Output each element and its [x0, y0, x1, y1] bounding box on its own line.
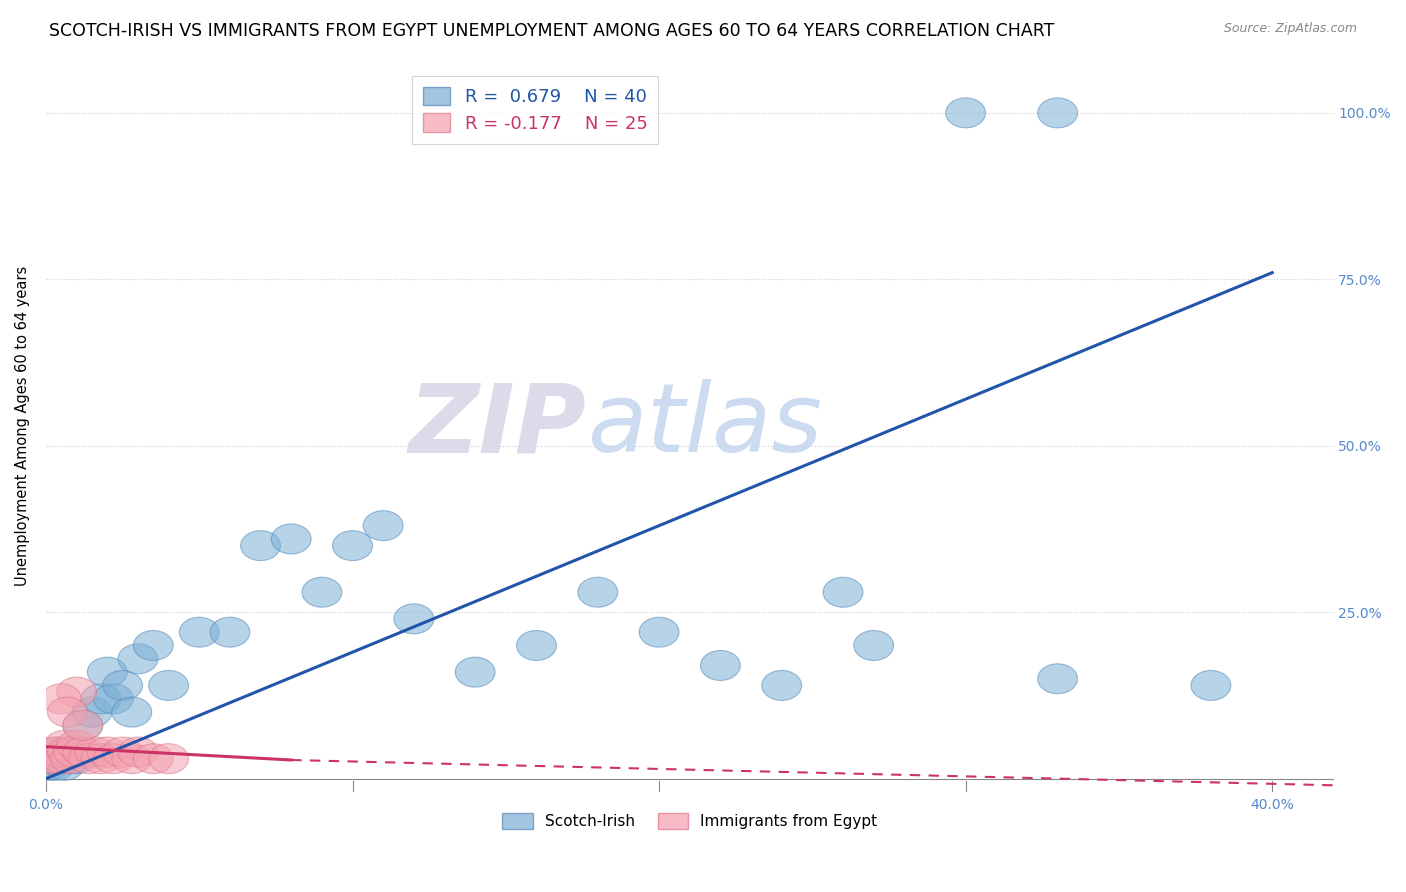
- Ellipse shape: [118, 644, 157, 673]
- Ellipse shape: [516, 631, 557, 660]
- Ellipse shape: [180, 617, 219, 648]
- Text: SCOTCH-IRISH VS IMMIGRANTS FROM EGYPT UNEMPLOYMENT AMONG AGES 60 TO 64 YEARS COR: SCOTCH-IRISH VS IMMIGRANTS FROM EGYPT UN…: [49, 22, 1054, 40]
- Ellipse shape: [87, 737, 127, 767]
- Ellipse shape: [53, 737, 93, 767]
- Ellipse shape: [38, 737, 79, 767]
- Ellipse shape: [75, 737, 115, 767]
- Ellipse shape: [30, 750, 69, 780]
- Ellipse shape: [363, 510, 404, 541]
- Ellipse shape: [41, 744, 82, 773]
- Ellipse shape: [134, 631, 173, 660]
- Ellipse shape: [63, 737, 103, 767]
- Ellipse shape: [333, 531, 373, 560]
- Ellipse shape: [41, 684, 82, 714]
- Ellipse shape: [946, 98, 986, 128]
- Text: atlas: atlas: [586, 379, 821, 472]
- Text: ZIP: ZIP: [409, 379, 586, 472]
- Ellipse shape: [56, 744, 97, 773]
- Legend: Scotch-Irish, Immigrants from Egypt: Scotch-Irish, Immigrants from Egypt: [496, 807, 883, 836]
- Ellipse shape: [456, 657, 495, 687]
- Ellipse shape: [32, 744, 72, 773]
- Ellipse shape: [35, 750, 75, 780]
- Ellipse shape: [82, 744, 121, 773]
- Ellipse shape: [134, 744, 173, 773]
- Ellipse shape: [853, 631, 894, 660]
- Ellipse shape: [1038, 664, 1077, 694]
- Ellipse shape: [51, 744, 90, 773]
- Ellipse shape: [38, 737, 79, 767]
- Ellipse shape: [394, 604, 434, 634]
- Ellipse shape: [53, 737, 93, 767]
- Ellipse shape: [149, 744, 188, 773]
- Ellipse shape: [149, 671, 188, 700]
- Ellipse shape: [103, 671, 142, 700]
- Ellipse shape: [48, 697, 87, 727]
- Ellipse shape: [48, 737, 87, 767]
- Ellipse shape: [63, 710, 103, 740]
- Ellipse shape: [32, 737, 72, 767]
- Ellipse shape: [209, 617, 250, 648]
- Ellipse shape: [1191, 671, 1230, 700]
- Ellipse shape: [41, 744, 82, 773]
- Ellipse shape: [35, 744, 75, 773]
- Ellipse shape: [69, 744, 108, 773]
- Ellipse shape: [82, 684, 121, 714]
- Ellipse shape: [118, 737, 157, 767]
- Ellipse shape: [640, 617, 679, 648]
- Ellipse shape: [302, 577, 342, 607]
- Ellipse shape: [762, 671, 801, 700]
- Ellipse shape: [56, 731, 97, 760]
- Ellipse shape: [271, 524, 311, 554]
- Ellipse shape: [103, 737, 142, 767]
- Ellipse shape: [87, 657, 127, 687]
- Y-axis label: Unemployment Among Ages 60 to 64 years: Unemployment Among Ages 60 to 64 years: [15, 266, 30, 586]
- Ellipse shape: [63, 710, 103, 740]
- Ellipse shape: [112, 697, 152, 727]
- Ellipse shape: [700, 650, 741, 681]
- Ellipse shape: [93, 684, 134, 714]
- Ellipse shape: [30, 744, 69, 773]
- Ellipse shape: [240, 531, 280, 560]
- Ellipse shape: [48, 737, 87, 767]
- Ellipse shape: [45, 750, 84, 780]
- Text: Source: ZipAtlas.com: Source: ZipAtlas.com: [1223, 22, 1357, 36]
- Ellipse shape: [823, 577, 863, 607]
- Ellipse shape: [93, 744, 134, 773]
- Ellipse shape: [45, 731, 84, 760]
- Ellipse shape: [72, 697, 112, 727]
- Ellipse shape: [1038, 98, 1077, 128]
- Ellipse shape: [112, 744, 152, 773]
- Ellipse shape: [51, 744, 90, 773]
- Ellipse shape: [578, 577, 617, 607]
- Ellipse shape: [56, 677, 97, 707]
